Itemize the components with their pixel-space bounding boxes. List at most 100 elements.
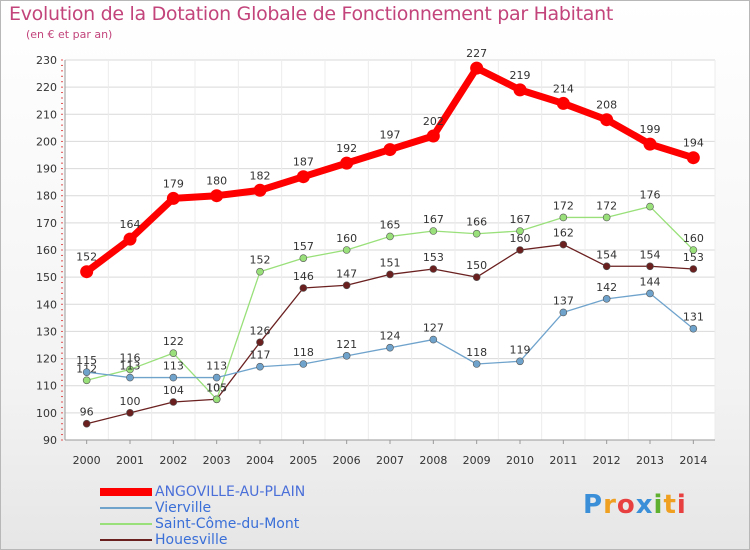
legend-label: Saint-Côme-du-Mont [155, 516, 300, 532]
data-point [602, 295, 611, 303]
data-point [256, 362, 264, 371]
data-point [253, 183, 267, 197]
data-point [82, 419, 91, 428]
data-point [686, 151, 700, 165]
data-point [426, 129, 440, 143]
data-label: 172 [596, 199, 617, 212]
x-tick-label: 2006 [333, 454, 361, 467]
data-label: 154 [596, 248, 617, 261]
logo-letter: x [635, 490, 654, 520]
data-point [342, 246, 351, 254]
data-label: 194 [683, 137, 704, 150]
data-label: 126 [250, 324, 271, 337]
x-tick-label: 2000 [73, 454, 101, 467]
y-tick-label: 210 [36, 108, 57, 121]
legend-label: Houesville [155, 532, 228, 548]
data-label: 105 [206, 381, 227, 394]
data-point [210, 189, 224, 203]
data-point [513, 83, 527, 97]
data-label: 118 [293, 346, 314, 359]
data-label: 176 [640, 189, 661, 202]
data-label: 122 [163, 335, 184, 348]
logo-letter: i [676, 490, 687, 520]
proxiti-logo: Proxiti [583, 490, 687, 520]
data-point [342, 352, 351, 360]
data-point [386, 343, 394, 352]
data-label: 127 [423, 322, 444, 335]
data-label: 154 [640, 248, 661, 261]
data-point [169, 398, 178, 406]
x-tick-label: 2005 [289, 454, 317, 467]
data-point [212, 395, 221, 404]
x-tick-label: 2014 [679, 454, 707, 467]
y-tick-label: 160 [36, 244, 57, 257]
data-point [82, 368, 91, 376]
y-tick-label: 140 [36, 298, 57, 311]
data-point [643, 137, 657, 151]
data-point [126, 373, 134, 382]
x-tick-label: 2011 [549, 454, 577, 467]
x-tick-label: 2003 [203, 454, 231, 467]
data-point [516, 227, 524, 235]
data-label: 172 [553, 199, 574, 212]
data-label: 157 [293, 240, 314, 253]
data-label: 197 [380, 129, 401, 142]
data-label: 214 [553, 82, 574, 95]
data-point [299, 284, 308, 292]
data-label: 153 [423, 251, 444, 264]
legend-swatch [100, 507, 152, 509]
data-point [559, 240, 568, 249]
x-tick-label: 2013 [636, 454, 664, 467]
data-point [470, 61, 484, 75]
data-point [80, 265, 94, 279]
data-label: 182 [250, 169, 271, 182]
data-point [386, 232, 394, 241]
x-tick-label: 2012 [593, 454, 621, 467]
data-label: 117 [250, 349, 271, 362]
legend-label: Vierville [155, 500, 212, 516]
data-point [126, 409, 134, 417]
data-label: 164 [120, 218, 141, 231]
data-label: 131 [683, 311, 704, 324]
y-tick-label: 120 [36, 353, 57, 366]
data-label: 167 [423, 213, 444, 226]
data-point [556, 96, 570, 110]
data-label: 147 [336, 267, 357, 280]
data-label: 113 [206, 360, 227, 373]
data-point [169, 349, 178, 357]
data-label: 219 [510, 69, 531, 82]
data-point [646, 262, 654, 271]
data-label: 113 [163, 360, 184, 373]
chart-subtitle: (en € et par an) [26, 28, 113, 41]
logo-letter: P [583, 490, 604, 520]
chart-title: Evolution de la Dotation Globale de Fonc… [9, 3, 614, 25]
data-point [429, 265, 438, 273]
data-point [296, 170, 310, 184]
data-point [340, 156, 354, 170]
x-tick-label: 2007 [376, 454, 404, 467]
data-label: 124 [380, 330, 401, 343]
data-label: 179 [163, 177, 184, 190]
data-label: 153 [683, 251, 704, 264]
data-label: 160 [510, 232, 531, 245]
legend-label: ANGOVILLE-AU-PLAIN [155, 484, 306, 500]
data-label: 96 [80, 406, 94, 419]
data-point [256, 338, 264, 347]
data-label: 100 [120, 395, 141, 408]
data-label: 137 [553, 294, 574, 307]
data-label: 187 [293, 156, 314, 169]
y-tick-label: 190 [36, 163, 57, 176]
data-point [516, 357, 524, 366]
x-tick-label: 2001 [116, 454, 144, 467]
logo-letter: i [653, 490, 664, 520]
data-point [689, 324, 698, 333]
data-point [82, 376, 91, 385]
data-label: 113 [120, 360, 141, 373]
data-point [429, 335, 438, 344]
data-point [342, 281, 351, 290]
x-tick-label: 2009 [463, 454, 491, 467]
data-point [516, 246, 524, 254]
data-label: 151 [380, 256, 401, 269]
x-tick-label: 2004 [246, 454, 274, 467]
